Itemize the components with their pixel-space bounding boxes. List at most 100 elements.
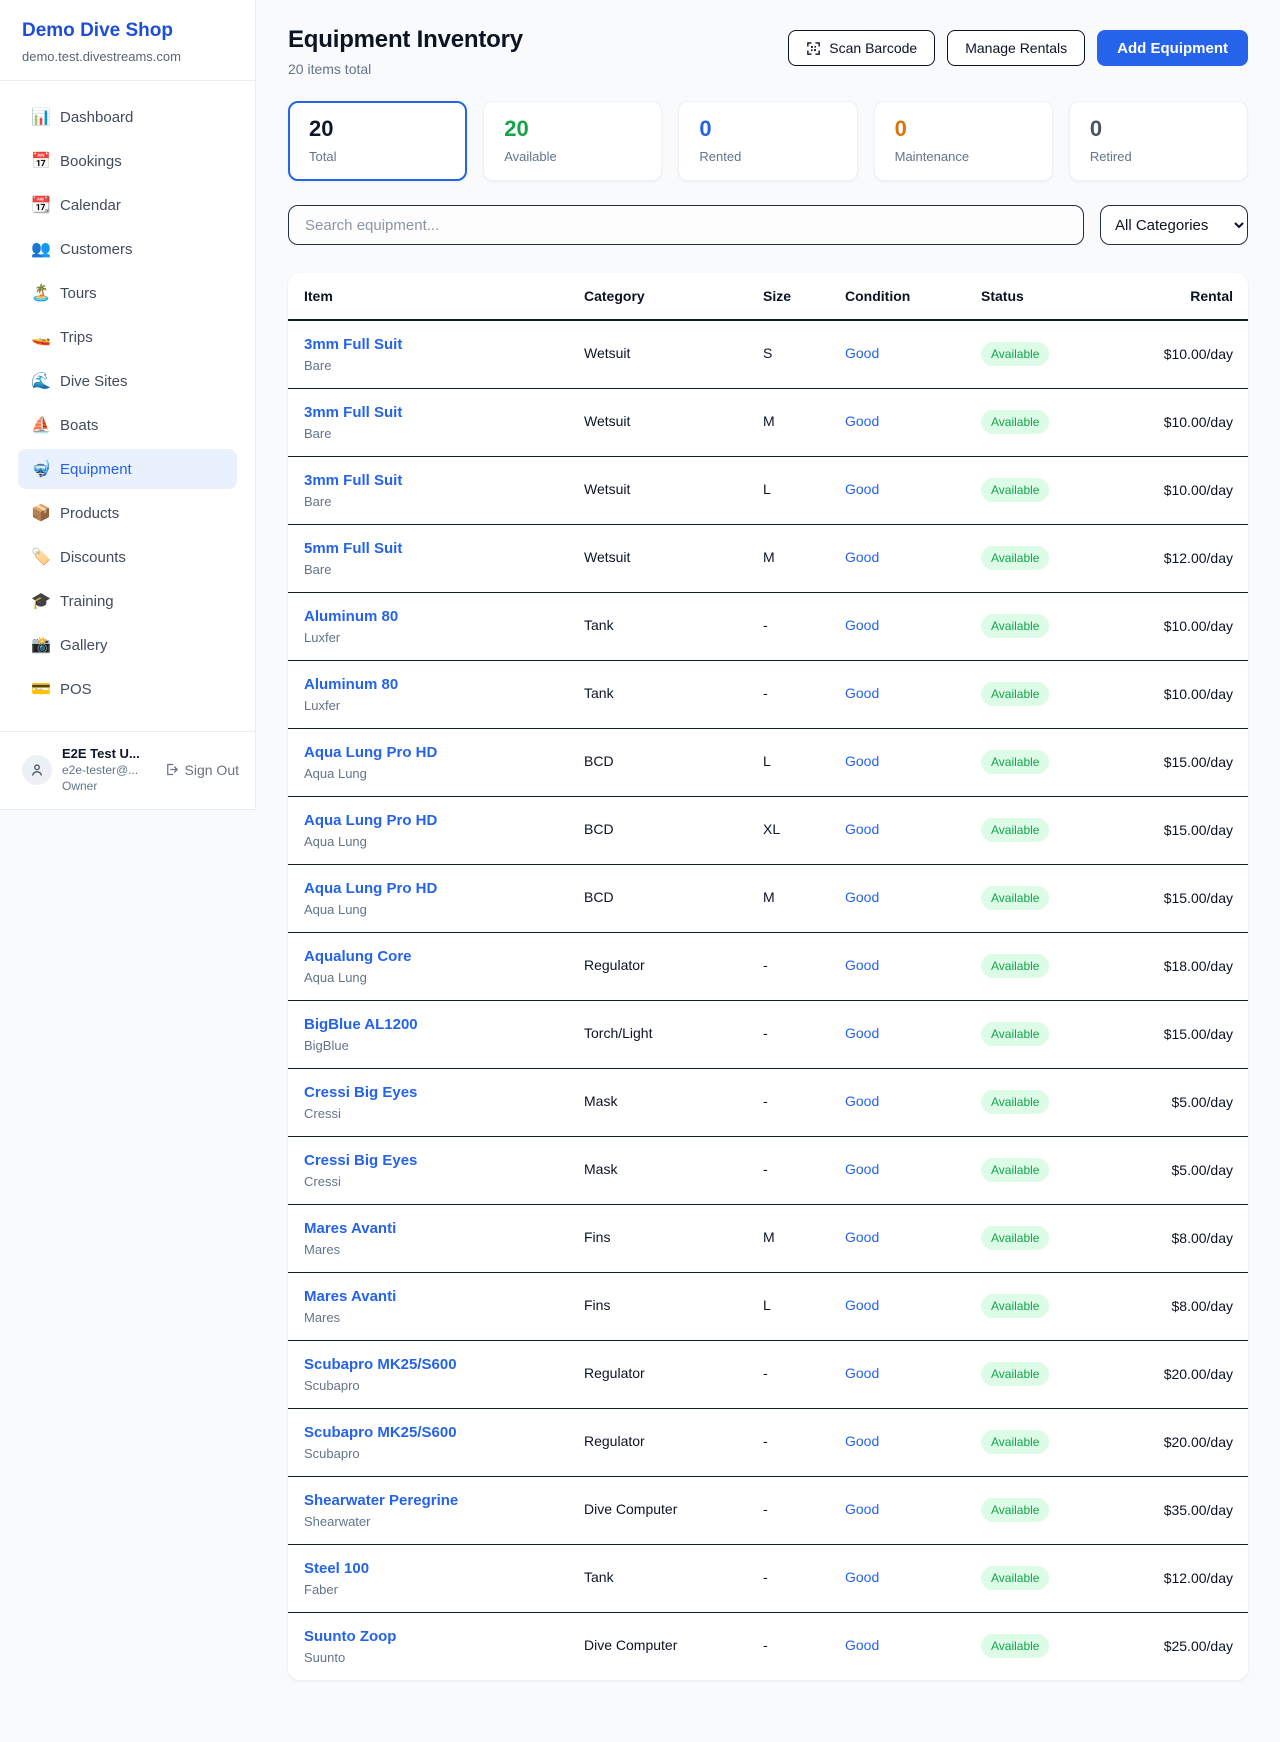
size-value: -: [763, 1093, 768, 1109]
status-cell: Available: [981, 1068, 1121, 1137]
item-name-link[interactable]: Aqualung Core: [304, 947, 412, 965]
sidebar-item-training[interactable]: 🎓 Training: [18, 581, 237, 621]
item-name-link[interactable]: Aluminum 80: [304, 607, 399, 625]
condition-link[interactable]: Good: [845, 1025, 880, 1041]
sidebar-item-dashboard[interactable]: 📊 Dashboard: [18, 97, 237, 137]
item-name-link[interactable]: Aqua Lung Pro HD: [304, 879, 438, 897]
item-name-link[interactable]: Cressi Big Eyes: [304, 1151, 418, 1169]
size-value: M: [763, 889, 775, 905]
size-value: M: [763, 413, 775, 429]
item-cell: Mares Avanti Mares: [288, 1204, 584, 1273]
sidebar-item-pos[interactable]: 💳 POS: [18, 669, 237, 709]
condition-link[interactable]: Good: [845, 889, 880, 905]
item-name-link[interactable]: BigBlue AL1200: [304, 1015, 418, 1033]
item-name-link[interactable]: 5mm Full Suit: [304, 539, 403, 557]
condition-link[interactable]: Good: [845, 549, 880, 565]
condition-link[interactable]: Good: [845, 617, 880, 633]
item-name-link[interactable]: 3mm Full Suit: [304, 335, 403, 353]
scan-barcode-button[interactable]: Scan Barcode: [788, 30, 936, 66]
item-name-link[interactable]: Steel 100: [304, 1559, 370, 1577]
item-brand: Bare: [304, 493, 332, 509]
condition-link[interactable]: Good: [845, 1637, 880, 1654]
item-name-link[interactable]: 3mm Full Suit: [304, 403, 403, 421]
status-badge: Available: [981, 1022, 1050, 1046]
condition-cell: Good: [845, 1340, 981, 1409]
item-name-link[interactable]: Scubapro MK25/S600: [304, 1423, 457, 1441]
stat-card-available[interactable]: 20 Available: [483, 101, 663, 181]
condition-link[interactable]: Good: [845, 345, 880, 362]
item-cell: Scubapro MK25/S600 Scubapro: [288, 1340, 584, 1409]
sidebar-item-tours[interactable]: 🏝️ Tours: [18, 273, 237, 313]
item-name-link[interactable]: Scubapro MK25/S600: [304, 1355, 457, 1373]
condition-link[interactable]: Good: [845, 957, 880, 973]
rental-cell: $15.00/day: [1121, 796, 1248, 865]
sidebar-item-products[interactable]: 📦 Products: [18, 493, 237, 533]
item-name-link[interactable]: Suunto Zoop: [304, 1627, 397, 1645]
category-cell: Mask: [584, 1068, 763, 1137]
condition-link[interactable]: Good: [845, 1093, 880, 1109]
condition-link[interactable]: Good: [845, 481, 880, 497]
condition-link[interactable]: Good: [845, 821, 880, 837]
size-cell: M: [763, 1204, 845, 1273]
brand-name[interactable]: Demo Dive Shop: [22, 20, 173, 41]
condition-link[interactable]: Good: [845, 1229, 880, 1245]
stat-card-rented[interactable]: 0 Rented: [678, 101, 858, 181]
item-name-link[interactable]: Mares Avanti: [304, 1287, 397, 1305]
add-equipment-button[interactable]: Add Equipment: [1097, 30, 1248, 66]
category-cell: Dive Computer: [584, 1612, 763, 1680]
condition-link[interactable]: Good: [845, 1297, 880, 1313]
sidebar-item-customers[interactable]: 👥 Customers: [18, 229, 237, 269]
sign-out-button[interactable]: Sign Out: [164, 762, 239, 778]
condition-link[interactable]: Good: [845, 685, 880, 701]
manage-rentals-button[interactable]: Manage Rentals: [947, 30, 1086, 66]
category-cell: Tank: [584, 592, 763, 661]
sidebar-item-trips[interactable]: 🚤 Trips: [18, 317, 237, 357]
size-cell: -: [763, 660, 845, 729]
rental-cell: $5.00/day: [1121, 1136, 1248, 1205]
status-badge: Available: [981, 1362, 1050, 1386]
stat-card-maintenance[interactable]: 0 Maintenance: [873, 101, 1053, 181]
condition-link[interactable]: Good: [845, 753, 880, 769]
sidebar-item-calendar[interactable]: 📆 Calendar: [18, 185, 237, 225]
sidebar-item-boats[interactable]: ⛵ Boats: [18, 405, 237, 445]
speedboat-icon: 🚤: [31, 329, 51, 346]
category-cell: BCD: [584, 728, 763, 797]
condition-link[interactable]: Good: [845, 1569, 880, 1585]
size-cell: -: [763, 592, 845, 661]
item-name-link[interactable]: Cressi Big Eyes: [304, 1083, 418, 1101]
condition-cell: Good: [845, 1000, 981, 1069]
category-value: Wetsuit: [584, 549, 631, 565]
sidebar-item-dive-sites[interactable]: 🌊 Dive Sites: [18, 361, 237, 401]
sidebar-item-equipment[interactable]: 🤿 Equipment: [18, 449, 237, 489]
tag-icon: 🏷️: [31, 549, 51, 566]
category-select[interactable]: All Categories: [1100, 205, 1248, 245]
condition-link[interactable]: Good: [845, 1161, 880, 1177]
sidebar-item-label: Gallery: [60, 636, 108, 654]
condition-cell: Good: [845, 660, 981, 729]
size-value: S: [763, 345, 773, 362]
status-badge: Available: [981, 750, 1050, 774]
condition-link[interactable]: Good: [845, 413, 880, 429]
category-value: Regulator: [584, 957, 645, 973]
stat-card-total[interactable]: 20 Total: [288, 101, 468, 181]
item-brand: Aqua Lung: [304, 765, 367, 781]
stat-card-retired[interactable]: 0 Retired: [1068, 101, 1249, 181]
item-name-link[interactable]: Mares Avanti: [304, 1219, 397, 1237]
item-name-link[interactable]: Aluminum 80: [304, 675, 399, 693]
item-name-link[interactable]: Aqua Lung Pro HD: [304, 743, 438, 761]
person-icon: [31, 763, 42, 776]
rental-cell: $25.00/day: [1163, 1638, 1233, 1655]
sidebar-item-discounts[interactable]: 🏷️ Discounts: [18, 537, 237, 577]
item-name-link[interactable]: Shearwater Peregrine: [304, 1491, 459, 1509]
item-name-link[interactable]: Aqua Lung Pro HD: [304, 811, 438, 829]
item-name-link[interactable]: 3mm Full Suit: [304, 471, 403, 489]
sidebar-item-gallery[interactable]: 📸 Gallery: [18, 625, 237, 665]
condition-link[interactable]: Good: [845, 1501, 880, 1517]
camera-icon: 📸: [31, 637, 51, 654]
condition-link[interactable]: Good: [845, 1433, 880, 1449]
condition-link[interactable]: Good: [845, 1365, 880, 1381]
search-input[interactable]: [288, 205, 1084, 245]
sidebar-item-bookings[interactable]: 📅 Bookings: [18, 141, 237, 181]
table-header: Item Category Size Condition Status Rental: [288, 273, 1248, 321]
category-value: Wetsuit: [584, 481, 631, 497]
